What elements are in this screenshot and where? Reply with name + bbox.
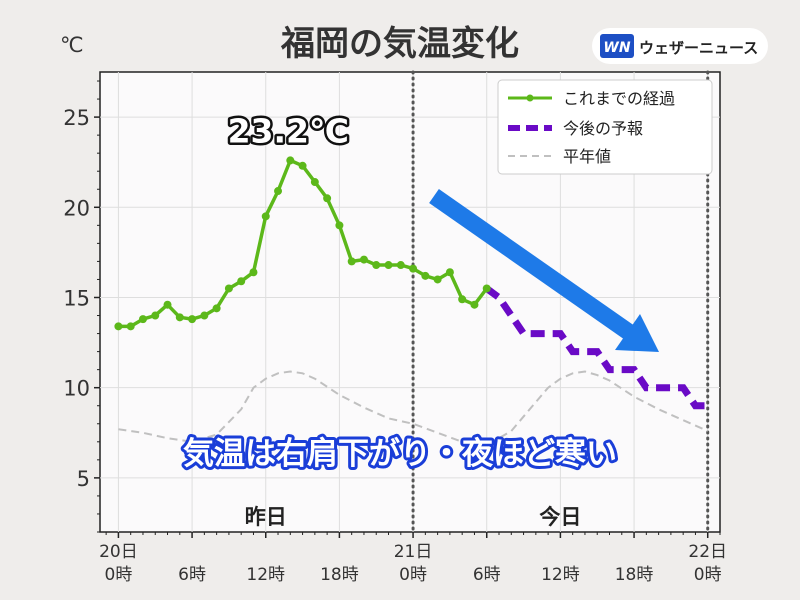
y-axis-label: ℃ bbox=[60, 33, 84, 57]
legend-normal: 平年値 bbox=[563, 147, 611, 166]
observed-point bbox=[138, 315, 147, 324]
observed-point bbox=[458, 295, 467, 304]
y-tick-label: 5 bbox=[77, 467, 90, 491]
observed-point bbox=[175, 313, 184, 322]
observed-point bbox=[200, 311, 209, 320]
observed-point bbox=[286, 156, 295, 165]
x-tick-label: 0時 bbox=[105, 565, 133, 585]
observed-point bbox=[335, 221, 344, 230]
observed-point bbox=[298, 161, 307, 170]
observed-point bbox=[274, 187, 283, 196]
y-tick-label: 15 bbox=[63, 286, 90, 310]
observed-point bbox=[396, 261, 405, 270]
x-tick-label: 12時 bbox=[541, 565, 580, 585]
observed-point bbox=[237, 277, 246, 286]
observed-point bbox=[347, 257, 356, 266]
observed-point bbox=[482, 284, 491, 293]
legend-observed: これまでの経過 bbox=[563, 89, 675, 108]
brand-logo: WN bbox=[603, 40, 630, 56]
observed-point bbox=[212, 304, 221, 313]
chart-title: 福岡の気温変化 bbox=[280, 24, 519, 64]
observed-point bbox=[126, 322, 135, 331]
y-tick-label: 20 bbox=[63, 196, 90, 220]
observed-point bbox=[384, 261, 393, 270]
trend-note: 気温は右肩下がり・夜ほど寒い bbox=[183, 436, 617, 472]
observed-point bbox=[114, 322, 123, 331]
x-tick-label: 12時 bbox=[246, 565, 285, 585]
observed-point bbox=[372, 261, 381, 270]
observed-point bbox=[151, 311, 160, 320]
day-label-today: 今日 bbox=[539, 505, 581, 529]
series-forecast-line bbox=[484, 285, 708, 410]
observed-point bbox=[409, 264, 418, 273]
observed-point bbox=[188, 315, 197, 324]
observed-point bbox=[310, 178, 319, 187]
y-tick-label: 25 bbox=[63, 106, 90, 130]
x-tick-label: 0時 bbox=[399, 565, 427, 585]
legend-forecast: 今後の予報 bbox=[563, 119, 643, 138]
observed-point bbox=[445, 268, 454, 277]
observed-point bbox=[224, 284, 233, 293]
x-tick-label: 6時 bbox=[473, 565, 501, 585]
observed-point bbox=[163, 300, 172, 309]
brand-name: ウェザーニュース bbox=[639, 39, 758, 57]
x-tick-label: 18時 bbox=[320, 565, 359, 585]
observed-point bbox=[433, 275, 442, 284]
peak-temperature-label: 23.2℃ bbox=[228, 111, 349, 150]
observed-point bbox=[359, 255, 368, 264]
observed-point bbox=[261, 212, 270, 221]
x-tick-label: 20日 bbox=[99, 542, 138, 562]
day-label-yesterday: 昨日 bbox=[245, 505, 287, 529]
y-tick-label: 10 bbox=[63, 377, 90, 401]
series-normal-line bbox=[118, 370, 709, 447]
legend-observed-marker bbox=[526, 94, 534, 102]
brand-badge: WN ウェザーニュース bbox=[592, 28, 768, 64]
observed-point bbox=[421, 271, 430, 280]
trend-arrow-icon bbox=[429, 189, 659, 352]
x-tick-label: 22日 bbox=[688, 542, 727, 562]
legend: これまでの経過 今後の予報 平年値 bbox=[497, 79, 713, 175]
x-tick-label: 18時 bbox=[615, 565, 654, 585]
x-tick-label: 0時 bbox=[694, 565, 722, 585]
observed-point bbox=[249, 268, 258, 277]
observed-point bbox=[323, 194, 332, 203]
observed-point bbox=[470, 300, 479, 309]
x-tick-label: 6時 bbox=[178, 565, 206, 585]
x-tick-label: 21日 bbox=[394, 542, 433, 562]
